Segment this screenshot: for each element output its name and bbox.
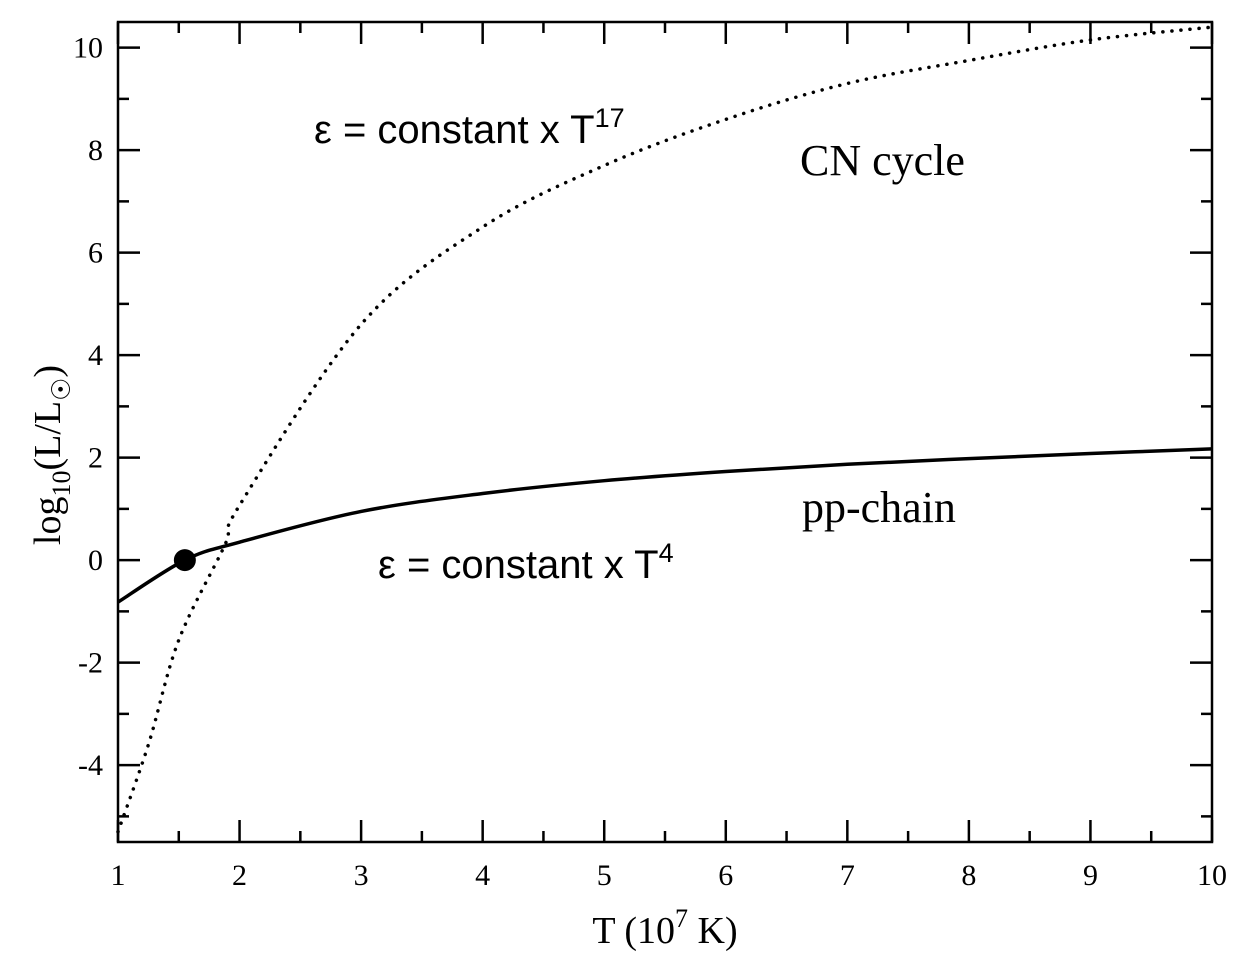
x-tick-label: 6: [718, 859, 733, 892]
y-label-sub: 10: [47, 471, 76, 497]
x-axis-label: T (107 K): [592, 904, 737, 952]
point-marker: [173, 549, 196, 572]
annotation-sup: 4: [659, 538, 674, 568]
y-label-part: (L/L: [27, 401, 69, 471]
series-line: [116, 25, 1214, 834]
x-tick-label: 4: [475, 859, 490, 892]
x-tick-label: 8: [961, 859, 976, 892]
y-tick-label: 6: [88, 237, 103, 270]
x-tick-label: 5: [597, 859, 612, 892]
x-tick-label: 10: [1197, 859, 1227, 892]
y-label-part: ): [27, 365, 69, 378]
y-axis-label: log10(L/L☉): [27, 365, 76, 545]
annotation-text: ε = constant x T: [314, 108, 595, 152]
y-label-part: log: [27, 497, 69, 546]
annotation: ε = constant x T17: [314, 103, 625, 152]
x-tick-label: 3: [354, 859, 369, 892]
y-tick-label: -4: [78, 749, 103, 782]
x-label-sup: 7: [675, 904, 688, 933]
x-tick-label: 2: [232, 859, 247, 892]
x-tick-label: 1: [111, 859, 126, 892]
plot-frame: [116, 20, 1214, 844]
y-tick-label: 4: [88, 339, 103, 372]
series-label: pp-chain: [802, 483, 956, 532]
x-tick-label: 7: [840, 859, 855, 892]
x-label-part: K): [688, 910, 738, 952]
y-label-sub: ☉: [47, 378, 76, 401]
annotation-sup: 17: [595, 103, 625, 133]
x-tick-label: 9: [1083, 859, 1098, 892]
y-tick-label: 2: [88, 442, 103, 475]
series-label: CN cycle: [800, 136, 965, 185]
y-tick-label: -2: [78, 647, 103, 680]
y-tick-label: 8: [88, 134, 103, 167]
y-tick-label: 10: [73, 32, 103, 65]
y-tick-label: 0: [88, 544, 103, 577]
series-line: [117, 447, 1213, 604]
annotation-text: ε = constant x T: [378, 543, 659, 587]
x-label-part: T (10: [592, 910, 675, 952]
annotation: ε = constant x T4: [378, 538, 674, 587]
